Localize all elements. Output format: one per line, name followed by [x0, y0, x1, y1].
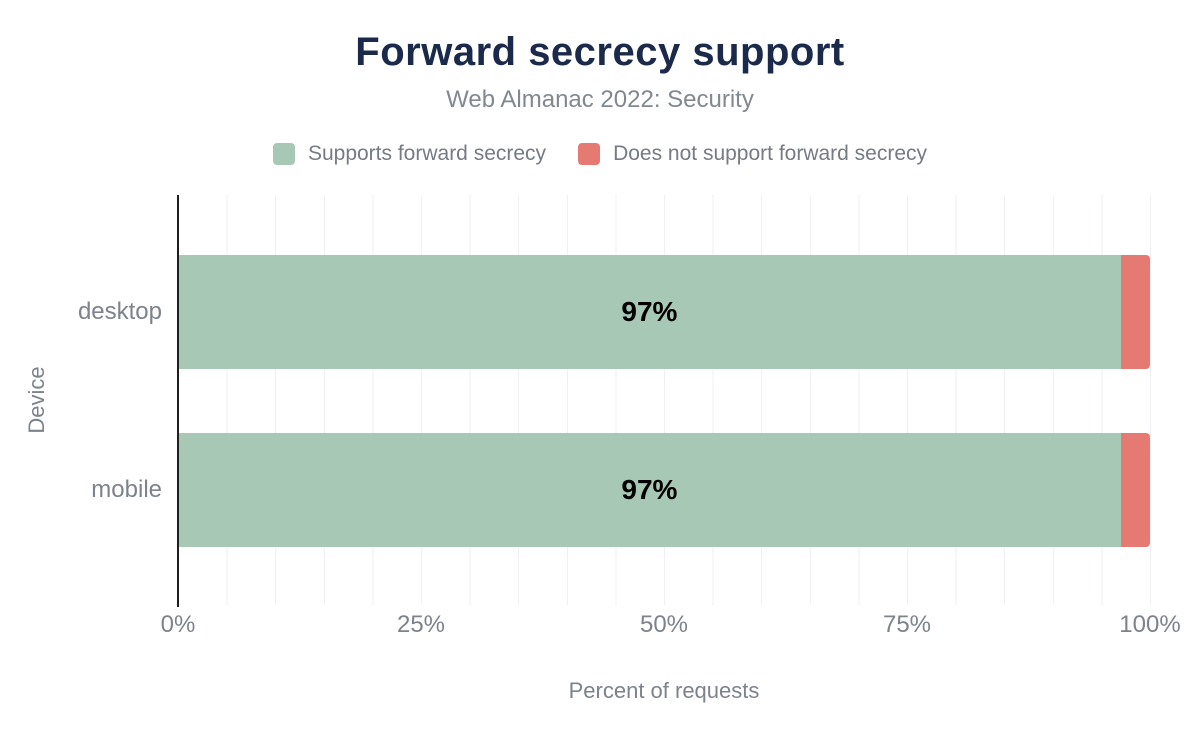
bar-value-label: 97% — [621, 296, 678, 327]
bar-segment-supports[interactable]: 97% — [178, 433, 1121, 547]
bar-value-label: 97% — [621, 474, 678, 505]
x-tick-label: 0% — [160, 611, 196, 638]
x-axis-ticks: 0% 25% 50% 75% 100% — [161, 611, 1181, 643]
x-tick-label: 75% — [882, 611, 932, 638]
bar-segment-not-supports[interactable] — [1120, 433, 1150, 547]
chart-title: Forward secrecy support — [355, 30, 845, 74]
legend-swatch-not-supports-icon — [578, 143, 601, 165]
x-tick-label: 25% — [396, 611, 446, 638]
x-axis-title: Percent of requests — [568, 678, 760, 703]
category-label-desktop: desktop — [77, 298, 162, 325]
x-tick-label: 50% — [639, 611, 689, 638]
category-label-mobile: mobile — [91, 476, 162, 503]
y-axis-title: Device — [24, 366, 49, 434]
legend: Supports forward secrecy Does not suppor… — [0, 142, 1200, 166]
chart-subtitle: Web Almanac 2022: Security — [446, 86, 754, 113]
bar-row: 97% — [178, 255, 1150, 369]
x-tick-label: 100% — [1119, 611, 1181, 638]
legend-swatch-supports-icon — [272, 143, 295, 165]
legend-item-supports: Supports forward secrecy — [272, 142, 547, 166]
plot-area: 97% 97% — [178, 195, 1151, 605]
y-axis-line — [177, 195, 179, 607]
legend-item-not-supports: Does not support forward secrecy — [578, 142, 927, 166]
legend-label-supports: Supports forward secrecy — [307, 142, 547, 165]
bar-segment-supports[interactable]: 97% — [178, 255, 1121, 369]
bar-segment-not-supports[interactable] — [1120, 255, 1150, 369]
bar-row: 97% — [178, 433, 1150, 547]
legend-label-not-supports: Does not support forward secrecy — [613, 142, 928, 165]
